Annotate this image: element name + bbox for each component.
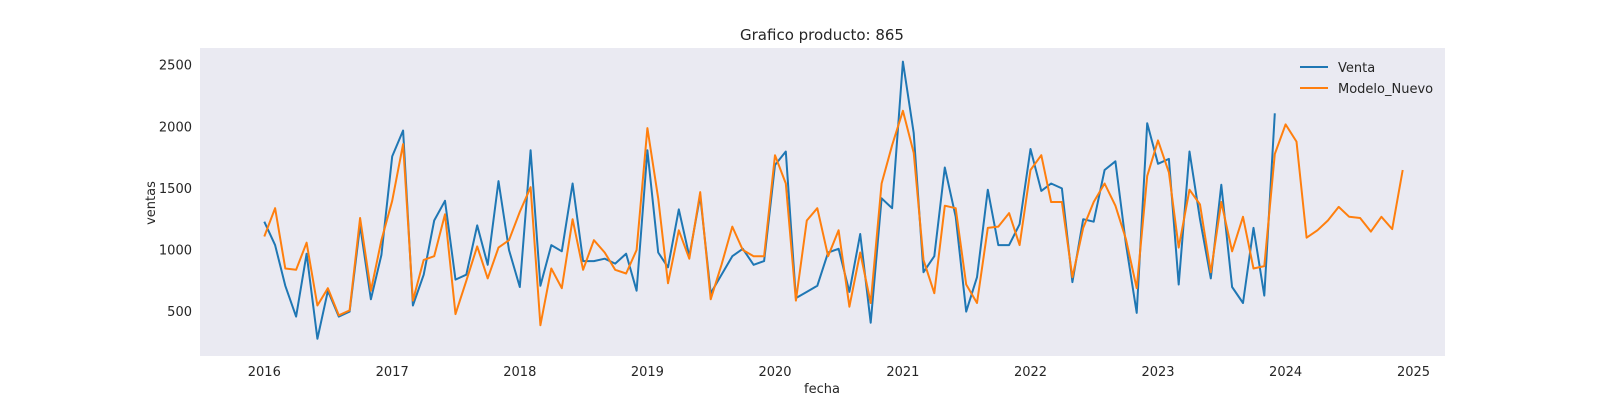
x-tick-label: 2018 [503,365,536,380]
chart-title: Grafico producto: 865 [740,26,904,44]
series-line-modelo-nuevo [263,109,1404,327]
legend: Venta Modelo_Nuevo [1300,61,1433,97]
legend-label-modelo-nuevo: Modelo_Nuevo [1338,82,1433,97]
x-axis-label: fecha [804,382,840,397]
x-tick-label: 2022 [1014,365,1047,380]
y-tick-label: 2000 [159,120,192,135]
x-tick-label: 2016 [248,365,281,380]
x-tick-label: 2023 [1141,365,1174,380]
y-tick-label: 2500 [159,59,192,74]
x-tick-labels: 2016 2017 2018 2019 2020 2021 2022 2023 2024 2025 [248,365,1430,380]
legend-label-venta: Venta [1338,61,1375,76]
series-layer [263,60,1404,340]
y-tick-label: 500 [167,305,192,320]
x-tick-label: 2025 [1397,365,1430,380]
y-tick-labels: 500 1000 1500 2000 2500 [159,59,192,320]
x-tick-label: 2019 [631,365,664,380]
x-tick-label: 2021 [886,365,919,380]
y-tick-label: 1500 [159,182,192,197]
y-axis-label: ventas [144,181,159,225]
x-tick-label: 2017 [376,365,409,380]
x-tick-label: 2024 [1269,365,1302,380]
x-tick-label: 2020 [758,365,791,380]
y-tick-label: 1000 [159,244,192,259]
